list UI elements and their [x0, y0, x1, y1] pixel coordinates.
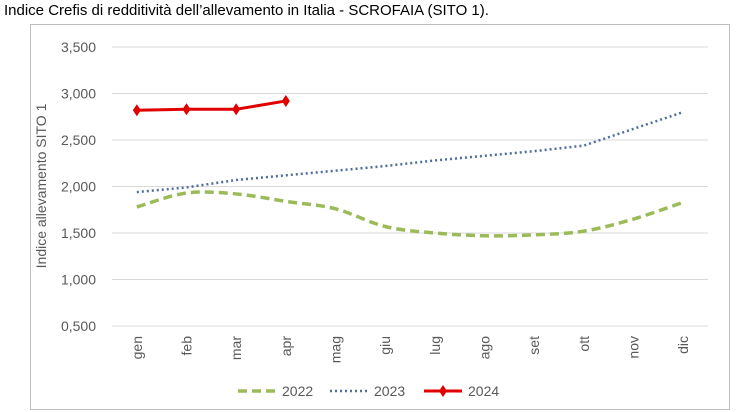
x-tick-label: mag — [328, 336, 344, 363]
legend-label-2024: 2024 — [468, 383, 499, 399]
y-tick-label: 1,500 — [61, 225, 96, 241]
y-tick-label: 3,000 — [61, 86, 96, 102]
x-tick-label: gen — [129, 336, 145, 359]
y-tick-label: 1,000 — [61, 272, 96, 288]
series-2023-line — [136, 110, 684, 194]
chart-frame — [30, 24, 730, 410]
y-tick-label: 2,500 — [61, 132, 96, 148]
y-tick-label: 2,000 — [61, 179, 96, 195]
legend-marker-2024 — [439, 385, 447, 397]
x-tick-label: set — [526, 336, 542, 355]
series-2024-line — [136, 99, 287, 112]
x-tick-label: nov — [626, 336, 642, 359]
series-2024-marker — [182, 103, 191, 116]
x-tick-label: giu — [377, 336, 393, 355]
x-tick-label: feb — [179, 336, 195, 356]
x-tick-label: dic — [675, 336, 691, 354]
x-tick-label: mar — [228, 336, 244, 360]
y-tick-label: 0,500 — [61, 318, 96, 334]
series-2022-line — [136, 190, 684, 238]
chart-title: Indice Crefis di redditività dell’alleva… — [4, 2, 489, 19]
y-axis-label: Indice allevamento SITO 1 — [33, 103, 49, 268]
x-tick-label: ago — [477, 336, 493, 360]
legend-label-2023: 2023 — [374, 383, 405, 399]
legend-label-2022: 2022 — [282, 383, 313, 399]
x-tick-label: apr — [278, 336, 294, 357]
y-tick-label: 3,500 — [61, 39, 96, 55]
x-tick-label: lug — [427, 336, 443, 355]
series-2024-marker — [281, 94, 290, 107]
series-2024-marker — [232, 103, 241, 116]
series-2024-marker — [132, 104, 141, 117]
x-tick-label: ott — [576, 336, 592, 352]
